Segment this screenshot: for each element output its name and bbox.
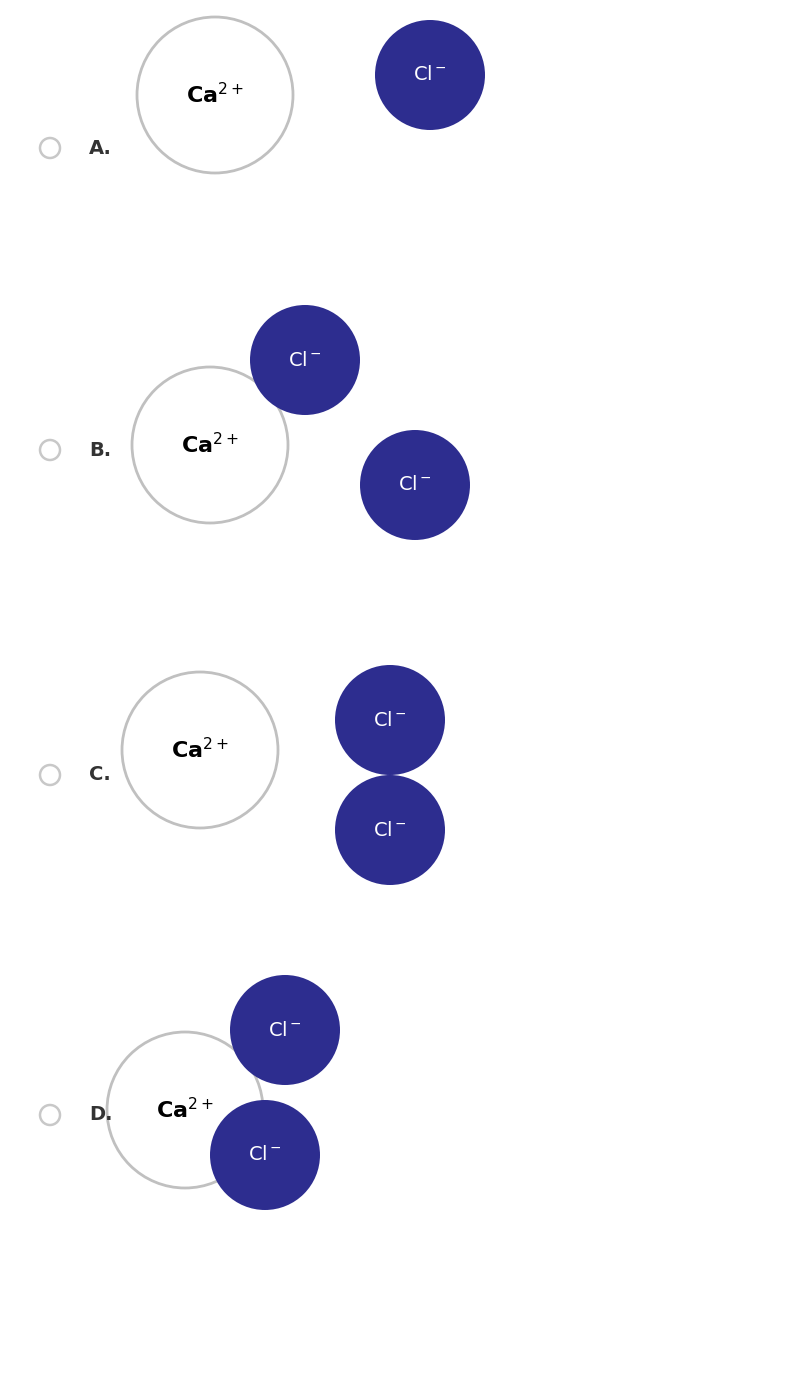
Circle shape xyxy=(230,975,340,1085)
Circle shape xyxy=(250,305,360,415)
Text: Ca$^{2+}$: Ca$^{2+}$ xyxy=(171,738,229,763)
Text: Cl$^-$: Cl$^-$ xyxy=(373,821,407,840)
Circle shape xyxy=(375,21,485,130)
Text: B.: B. xyxy=(89,440,111,459)
Text: C.: C. xyxy=(89,765,110,785)
Circle shape xyxy=(40,440,60,461)
Circle shape xyxy=(40,1105,60,1125)
Text: Ca$^{2+}$: Ca$^{2+}$ xyxy=(156,1098,214,1123)
Text: Cl$^-$: Cl$^-$ xyxy=(248,1146,282,1164)
Text: Cl$^-$: Cl$^-$ xyxy=(288,350,322,370)
Text: A.: A. xyxy=(89,138,112,157)
Circle shape xyxy=(210,1100,320,1209)
Circle shape xyxy=(360,430,470,541)
Circle shape xyxy=(132,367,288,523)
Circle shape xyxy=(335,665,445,775)
Circle shape xyxy=(137,17,293,172)
Text: Cl$^-$: Cl$^-$ xyxy=(413,65,447,84)
Text: D.: D. xyxy=(89,1106,113,1124)
Text: Cl$^-$: Cl$^-$ xyxy=(373,710,407,729)
Circle shape xyxy=(122,672,278,827)
Circle shape xyxy=(335,775,445,885)
Circle shape xyxy=(40,138,60,159)
Text: Ca$^{2+}$: Ca$^{2+}$ xyxy=(186,83,244,108)
Circle shape xyxy=(40,765,60,785)
Text: Cl$^-$: Cl$^-$ xyxy=(268,1020,302,1040)
Text: Ca$^{2+}$: Ca$^{2+}$ xyxy=(181,433,239,458)
Circle shape xyxy=(107,1031,263,1187)
Text: Cl$^-$: Cl$^-$ xyxy=(398,476,432,495)
